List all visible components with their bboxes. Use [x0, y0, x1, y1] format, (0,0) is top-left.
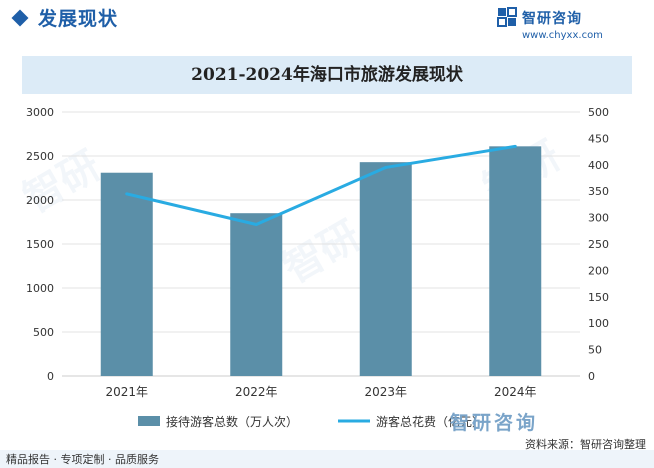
y-right-tick-label: 100 [588, 317, 609, 330]
chart: 0 500 1000 1500 2000 2500 3000 0 50 100 150 200 250 3… [26, 106, 609, 429]
chart-title: 2021-2024年海口市旅游发展现状 [191, 65, 463, 85]
footer-bar [0, 450, 654, 468]
y-left-tick-label: 2000 [26, 194, 54, 207]
bar [359, 162, 412, 376]
y-left-tick-label: 3000 [26, 106, 54, 119]
y-right-tick-label: 500 [588, 106, 609, 119]
x-tick-label: 2021年 [105, 385, 148, 399]
footer-source: 资料来源：智研咨询整理 [525, 438, 646, 451]
line-point [513, 144, 517, 148]
bar [100, 172, 153, 376]
y-left-tick-label: 2500 [26, 150, 54, 163]
series-line [126, 144, 516, 226]
legend-swatch-bar [138, 416, 160, 426]
y-right-tick-label: 0 [588, 370, 595, 383]
x-tick-label: 2023年 [364, 385, 407, 399]
y-right-tick-label: 400 [588, 159, 609, 172]
chart-title-banner: 2021-2024年海口市旅游发展现状 [22, 56, 632, 94]
x-tick-label: 2022年 [235, 385, 278, 399]
y-right-tick-label: 450 [588, 132, 609, 145]
y-right-tick-label: 300 [588, 212, 609, 225]
y-right-tick-label: 150 [588, 291, 609, 304]
y-left-tick-label: 500 [33, 326, 54, 339]
line-point [125, 192, 129, 196]
y-right-tick-label: 250 [588, 238, 609, 251]
line-point [254, 222, 258, 226]
footer-tagline: 精品报告 · 专项定制 · 品质服务 [6, 453, 159, 466]
brand-logo-icon [497, 7, 517, 27]
x-tick-label: 2024年 [494, 385, 537, 399]
footer-logo: 智研咨询 [450, 412, 539, 434]
y-right-tick-label: 50 [588, 344, 602, 357]
line-point [384, 165, 388, 169]
y-left-tick-label: 1000 [26, 282, 54, 295]
bar [489, 146, 542, 376]
legend-label-bar: 接待游客总数（万人次） [166, 414, 298, 429]
header: 发展现状 智研咨询 www.chyxx.com [0, 0, 654, 42]
brand: 智研咨询 www.chyxx.com [496, 6, 636, 42]
bar [230, 213, 283, 376]
brand-url: www.chyxx.com [522, 30, 603, 41]
footer: 精品报告 · 专项定制 · 品质服务 资料来源：智研咨询整理 [0, 436, 654, 468]
brand-name: 智研咨询 [522, 11, 582, 27]
legend-label-line: 游客总花费（亿元） [376, 414, 484, 429]
y-right-tick-label: 350 [588, 185, 609, 198]
y-left-tick-label: 0 [47, 370, 54, 383]
y-left-tick-label: 1500 [26, 238, 54, 251]
y-right-tick-label: 200 [588, 264, 609, 277]
page-title: 发展现状 [38, 8, 119, 30]
